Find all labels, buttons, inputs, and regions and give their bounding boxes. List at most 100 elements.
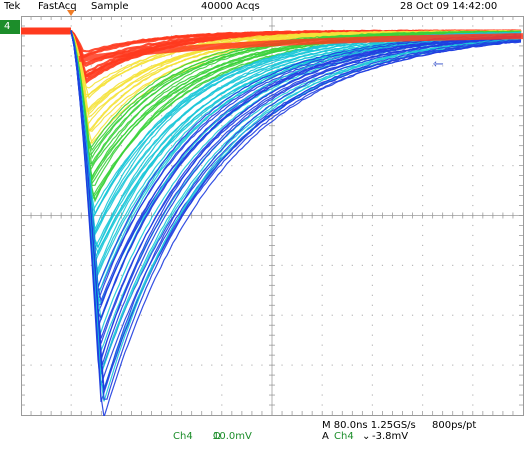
- grid-dot: [221, 264, 223, 266]
- grid-dot: [472, 25, 474, 27]
- grid-dot: [351, 165, 353, 167]
- grid-dot: [191, 264, 193, 266]
- trigger-level[interactable]: -3.8mV: [372, 431, 409, 442]
- grid-dot: [211, 264, 213, 266]
- grid-dot: [472, 55, 474, 57]
- reference-level-arrow-icon[interactable]: ⇽: [433, 57, 444, 72]
- grid-dot: [90, 165, 92, 167]
- grid-dot: [452, 165, 454, 167]
- grid-dot: [211, 364, 213, 366]
- waveform-trace: [70, 30, 522, 361]
- grid-dot: [70, 45, 72, 47]
- grid-dot: [321, 294, 323, 296]
- grid-dot: [251, 165, 253, 167]
- grid-dot: [371, 184, 373, 187]
- grid-dot: [221, 354, 223, 356]
- grid-dot: [70, 244, 72, 247]
- grid-dot: [512, 364, 514, 366]
- grid-dot: [70, 145, 72, 147]
- grid-dot: [361, 364, 363, 366]
- grid-dot: [371, 364, 373, 366]
- grid-dot: [472, 125, 474, 127]
- grid-dot: [411, 314, 414, 316]
- grid-dot: [422, 264, 424, 266]
- grid-dot: [492, 264, 494, 266]
- grid-dot: [422, 354, 424, 356]
- grid-dot: [281, 165, 283, 167]
- grid-dot: [482, 65, 484, 67]
- grid-dot: [462, 65, 464, 67]
- grid-dot: [411, 65, 414, 67]
- grid-dot: [472, 354, 474, 356]
- grid-dot: [70, 374, 72, 376]
- grid-dot: [70, 55, 72, 57]
- grid-dot: [171, 55, 173, 57]
- waveform-display[interactable]: ⇽: [21, 16, 524, 416]
- grid-dot: [221, 274, 223, 276]
- grid-dot: [391, 65, 394, 67]
- grid-dot: [150, 115, 153, 117]
- acquisition-mode-label[interactable]: FastAcq: [38, 1, 77, 12]
- grid-dot: [120, 304, 122, 306]
- grid-dot: [70, 35, 72, 37]
- grid-dot: [351, 364, 353, 366]
- grid-dot: [281, 264, 283, 266]
- grid-dot: [492, 314, 494, 316]
- grid-dot: [422, 175, 424, 177]
- grid-dot: [70, 234, 72, 237]
- grid-dot: [120, 394, 122, 396]
- grid-dot: [482, 115, 484, 117]
- grid-dot: [432, 364, 434, 366]
- grid-dot: [442, 314, 444, 316]
- grid-dot: [171, 165, 173, 167]
- timebase-readout[interactable]: M 80.0ns 1.25GS/s: [322, 420, 416, 431]
- grid-dot: [492, 364, 494, 366]
- grid-dot: [321, 394, 323, 396]
- grid-dot: [331, 115, 333, 117]
- grid-dot: [391, 115, 394, 117]
- grid-dot: [30, 65, 32, 67]
- grid-dot: [50, 115, 52, 117]
- grid-dot: [472, 284, 474, 286]
- grid-dot: [231, 264, 233, 266]
- grid-dot: [221, 184, 223, 187]
- grid-dot: [251, 364, 253, 366]
- grid-dot: [231, 115, 233, 117]
- trigger-channel[interactable]: Ch4: [334, 431, 354, 442]
- grid-dot: [120, 294, 122, 296]
- grid-dot: [442, 264, 444, 266]
- grid-dot: [422, 85, 424, 87]
- grid-dot: [261, 165, 263, 167]
- grid-dot: [70, 264, 72, 266]
- grid-dot: [472, 184, 474, 187]
- grid-dot: [70, 175, 72, 177]
- grid-dot: [221, 384, 223, 386]
- channel-4-marker[interactable]: 4 ➔: [0, 20, 20, 46]
- grid-dot: [422, 374, 424, 376]
- grid-dot: [321, 204, 323, 207]
- grid-dot: [40, 314, 42, 316]
- footer-channel[interactable]: Ch4: [173, 431, 193, 442]
- grid-dot: [181, 314, 183, 316]
- acquisition-count: 40000 Acqs: [201, 1, 260, 12]
- trigger-position-icon[interactable]: [67, 10, 75, 16]
- grid-dot: [371, 75, 373, 77]
- grid-dot: [231, 314, 233, 316]
- grid-dot: [422, 324, 424, 326]
- grid-dot: [472, 224, 474, 227]
- grid-dot: [70, 165, 72, 167]
- grid-dot: [291, 165, 293, 167]
- grid-dot: [181, 364, 183, 366]
- grid-dot: [422, 364, 424, 366]
- dense-trace-core: [78, 33, 524, 62]
- vscale-value: 10.0mV: [213, 431, 252, 442]
- grid-dot: [221, 364, 223, 366]
- grid-dot: [221, 135, 223, 137]
- grid-dot: [90, 264, 92, 266]
- grid-dot: [331, 264, 333, 266]
- grid-dot: [311, 264, 313, 266]
- grid-dot: [181, 165, 183, 167]
- grid-dot: [90, 364, 92, 366]
- grid-dot: [120, 204, 122, 207]
- sample-mode-label[interactable]: Sample: [91, 1, 129, 12]
